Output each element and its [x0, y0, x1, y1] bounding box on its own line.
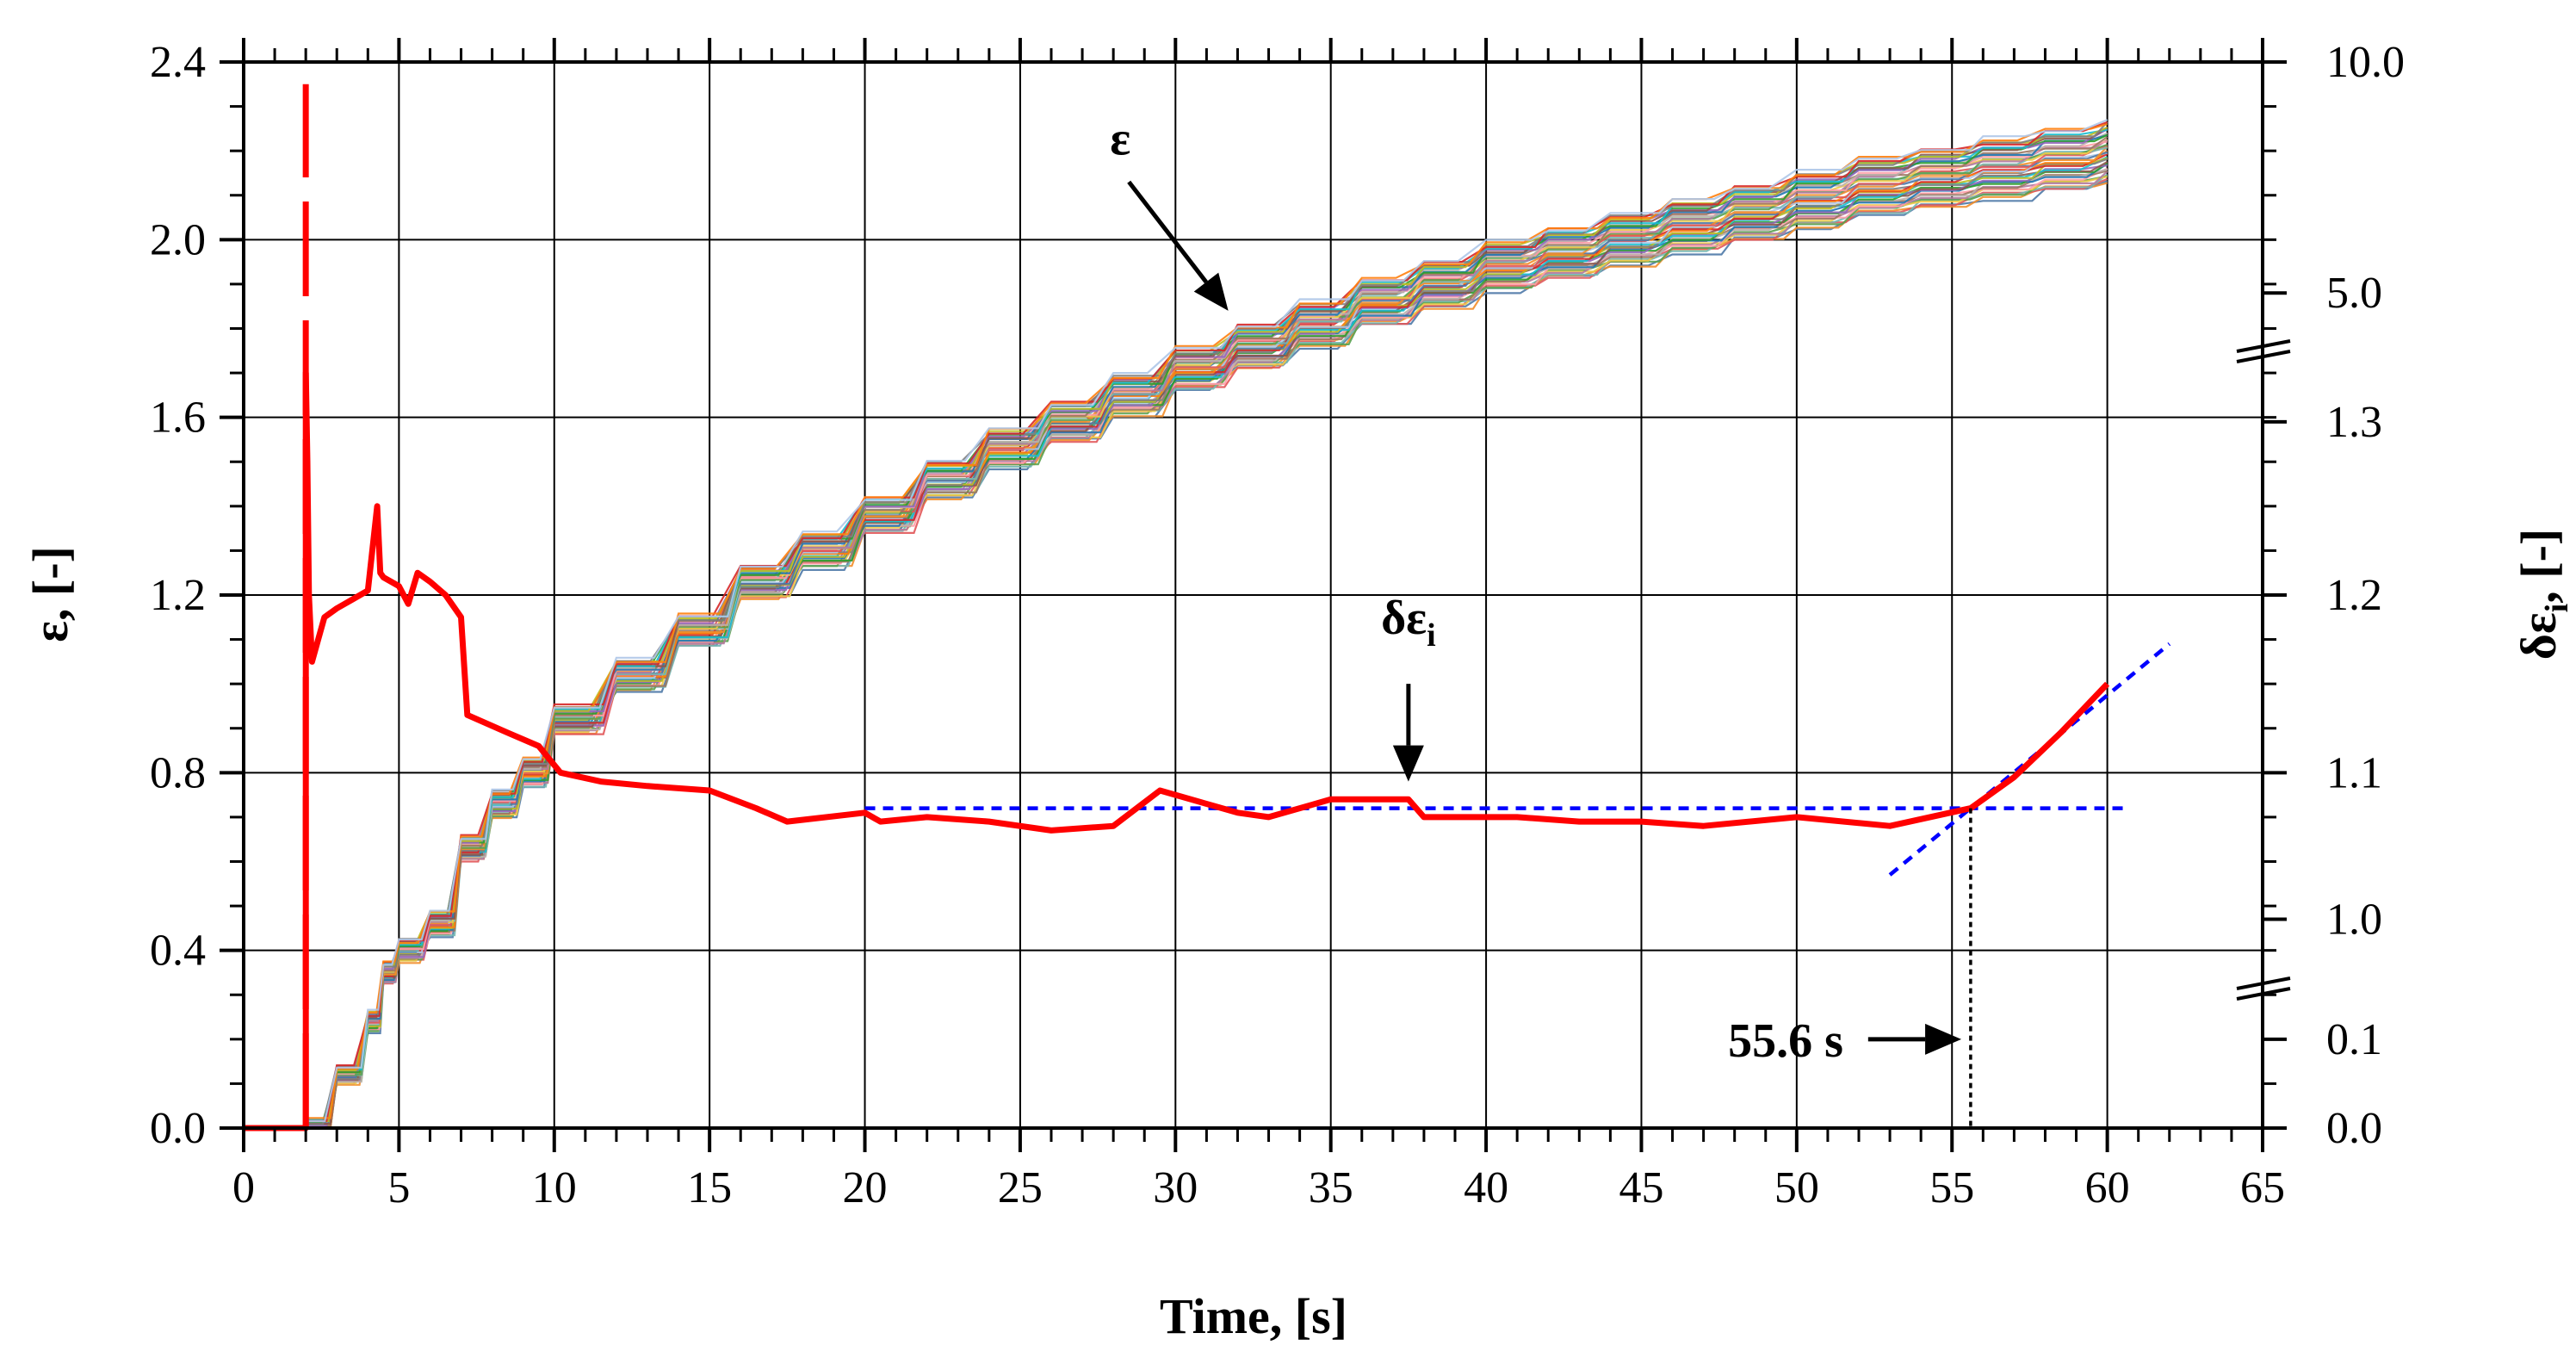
x-tick-label: 0	[232, 1163, 255, 1212]
grid	[244, 62, 2263, 1128]
strain-line	[306, 119, 2108, 1123]
tick-labels: 0 5 10 15 20 25 30 35 40 45 50 55 60 65 0.0 0.4 0.8 1.2 1.…	[150, 38, 2405, 1212]
delta-arrow-head	[1392, 745, 1424, 782]
strain-line	[306, 121, 2108, 1122]
y-right-tick-label: 0.0	[2326, 1104, 2382, 1153]
strain-line	[306, 128, 2108, 1126]
strain-line	[306, 175, 2108, 1130]
y-left-tick-label: 1.2	[150, 571, 206, 620]
strain-line	[306, 152, 2108, 1127]
delta-annotation-main: δε	[1381, 592, 1427, 645]
y-right-tick-label: 1.0	[2326, 896, 2382, 945]
y-right-tick-label: 0.1	[2326, 1015, 2382, 1064]
y-right-tick-label: 10.0	[2326, 38, 2405, 87]
x-tick-label: 45	[1619, 1163, 1663, 1212]
strain-line	[306, 168, 2108, 1130]
strain-line	[306, 162, 2108, 1130]
x-tick-label: 55	[1929, 1163, 1974, 1212]
strain-line	[306, 122, 2108, 1119]
y-left-tick-label: 2.4	[150, 38, 206, 87]
x-tick-label: 50	[1774, 1163, 1819, 1212]
x-tick-label: 30	[1153, 1163, 1198, 1212]
strain-line	[306, 164, 2108, 1130]
x-tick-label: 25	[998, 1163, 1043, 1212]
x-tick-label: 60	[2085, 1163, 2130, 1212]
x-tick-label: 65	[2240, 1163, 2285, 1212]
strain-line	[306, 170, 2108, 1130]
epsilon-annotation: ε	[1110, 112, 1130, 165]
y-right-tick-label: 1.3	[2326, 398, 2382, 447]
marker-time-label: 55.6 s	[1728, 1014, 1843, 1068]
axis-break-bottom	[2236, 976, 2291, 1001]
strain-line	[306, 182, 2108, 1130]
strain-line	[306, 180, 2108, 1130]
strain-line	[306, 173, 2108, 1130]
strain-line	[306, 127, 2108, 1125]
epsilon-arrow	[1127, 180, 1208, 284]
y-left-tick-label: 0.4	[150, 927, 206, 976]
strain-line	[306, 163, 2108, 1130]
y-right-axis-title: δεi, [-]	[2511, 529, 2575, 660]
strain-line	[306, 177, 2108, 1130]
x-tick-label: 20	[843, 1163, 888, 1212]
axis-break-top	[2236, 339, 2291, 363]
y-right-title-sub: i	[2539, 604, 2575, 613]
x-axis-title: Time, [s]	[1160, 1288, 1347, 1344]
y-left-tick-label: 2.0	[150, 215, 206, 264]
strain-line	[306, 160, 2108, 1130]
strain-line	[306, 158, 2108, 1128]
strain-line	[306, 167, 2108, 1130]
y-right-tick-label: 1.1	[2326, 748, 2382, 797]
strain-line	[306, 157, 2108, 1130]
x-tick-label: 10	[532, 1163, 577, 1212]
y-left-axis-title: ε, [-]	[22, 546, 78, 642]
y-left-tick-label: 0.0	[150, 1104, 206, 1153]
strain-line	[306, 121, 2108, 1125]
y-right-tick-label: 5.0	[2326, 269, 2382, 318]
series-layer	[244, 84, 2171, 1132]
strain-line	[306, 126, 2108, 1123]
x-tick-label: 40	[1464, 1163, 1508, 1212]
x-tick-label: 15	[687, 1163, 732, 1212]
strain-line	[306, 156, 2108, 1130]
y-right-title-main: δε	[2511, 612, 2567, 660]
delta-eps-line	[244, 369, 2110, 1132]
delta-annotation: δεi	[1381, 592, 1436, 654]
epsilon-arrow-head	[1193, 272, 1229, 311]
marker-arrow-head	[1925, 1023, 1962, 1055]
strain-band	[306, 119, 2108, 1130]
strain-line	[306, 175, 2108, 1130]
strain-line	[306, 128, 2108, 1121]
y-right-tick-label: 1.2	[2326, 571, 2382, 620]
x-tick-label: 5	[387, 1163, 410, 1212]
delta-annotation-sub: i	[1427, 617, 1436, 654]
y-left-tick-label: 1.6	[150, 394, 206, 443]
x-tick-label: 35	[1309, 1163, 1353, 1212]
ticks	[220, 38, 2287, 1152]
strain-line	[306, 152, 2108, 1130]
strain-line	[306, 170, 2108, 1130]
y-left-tick-label: 0.8	[150, 748, 206, 797]
y-right-title-suffix: , [-]	[2511, 529, 2567, 604]
